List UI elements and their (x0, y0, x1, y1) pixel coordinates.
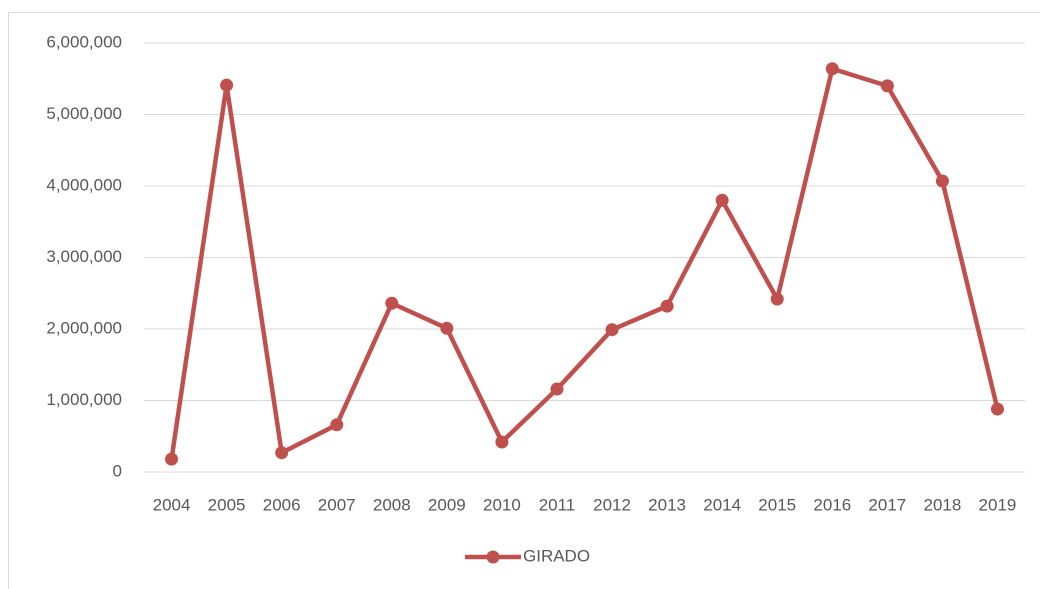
series-marker (275, 446, 289, 460)
y-tick-label: 5,000,000 (46, 104, 122, 123)
x-tick-label: 2018 (923, 495, 961, 514)
y-tick-label: 0 (113, 461, 122, 480)
series-marker (220, 78, 234, 92)
x-tick-label: 2004 (153, 495, 191, 514)
x-tick-label: 2007 (318, 495, 356, 514)
series-marker (550, 382, 564, 396)
series-marker (935, 174, 949, 188)
legend-marker (486, 550, 500, 564)
series-marker (770, 292, 784, 306)
series-line (169, 66, 1000, 460)
series-marker (385, 296, 399, 310)
x-tick-label: 2006 (263, 495, 301, 514)
x-tick-label: 2008 (373, 495, 411, 514)
y-tick-label: 1,000,000 (46, 390, 122, 409)
chart-frame (8, 12, 1040, 589)
series-marker (880, 79, 894, 93)
x-tick-label: 2015 (758, 495, 796, 514)
y-tick-label: 3,000,000 (46, 247, 122, 266)
x-tick-label: 2017 (868, 495, 906, 514)
series-marker (605, 323, 619, 337)
series-marker (165, 452, 179, 466)
y-tick-label: 2,000,000 (46, 318, 122, 337)
y-tick-label: 4,000,000 (46, 175, 122, 194)
series-marker (825, 62, 839, 76)
x-tick-label: 2011 (539, 495, 576, 514)
series-marker (330, 418, 344, 432)
series-marker (990, 402, 1004, 416)
series-marker (715, 193, 729, 207)
x-tick-label: 2010 (483, 495, 521, 514)
y-tick-label: 6,000,000 (46, 32, 122, 51)
x-tick-label: 2005 (208, 495, 246, 514)
series-marker (440, 321, 454, 335)
x-tick-label: 2009 (428, 495, 466, 514)
x-tick-label: 2016 (813, 495, 851, 514)
x-tick-label: 2014 (703, 495, 741, 514)
x-tick-label: 2012 (593, 495, 631, 514)
series-marker (660, 299, 674, 313)
x-tick-label: 2013 (648, 495, 686, 514)
legend-label: GIRADO (523, 546, 590, 565)
x-tick-label: 2019 (979, 495, 1017, 514)
series-marker (495, 435, 509, 449)
